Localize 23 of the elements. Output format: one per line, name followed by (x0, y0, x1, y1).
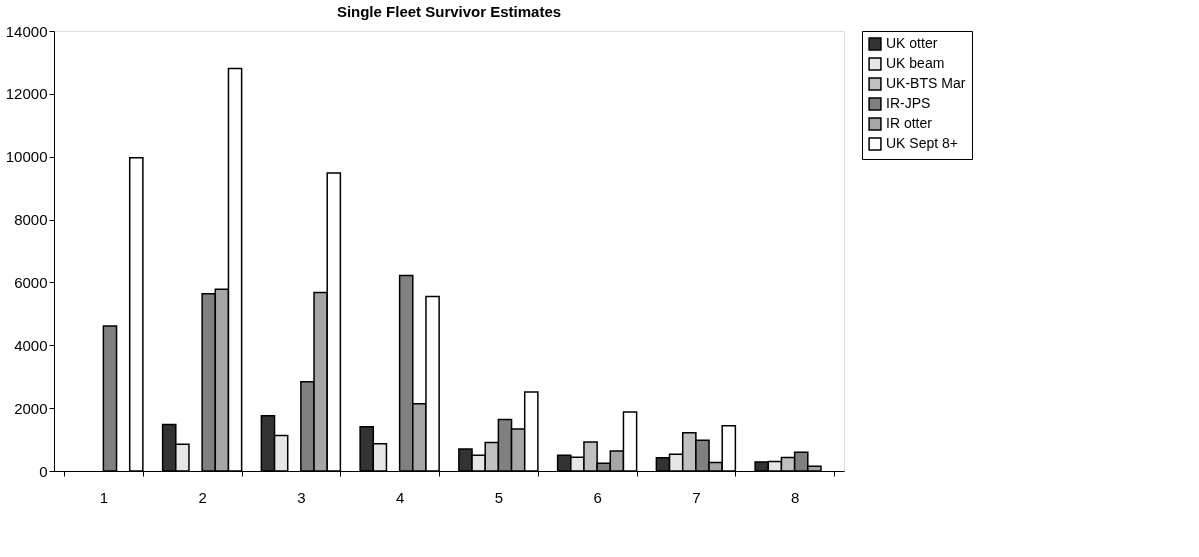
y-tick-label: 6000 (14, 273, 48, 291)
legend-label: IR otter (886, 115, 933, 131)
y-tick-label: 4000 (14, 336, 48, 354)
x-tick-label: 3 (297, 488, 306, 506)
x-tick-label: 4 (395, 488, 405, 506)
legend-label: UK Sept 8+ (886, 135, 958, 151)
legend-label: UK otter (886, 35, 938, 51)
y-tick-label: 14000 (5, 22, 48, 40)
x-tick-label: 5 (494, 488, 504, 506)
legend-label: UK beam (886, 55, 945, 71)
x-tick-label: 8 (790, 488, 800, 506)
y-tick-label: 8000 (14, 211, 48, 229)
chart-title: Single Fleet Survivor Estimates (336, 3, 562, 20)
x-tick-label: 1 (99, 488, 109, 506)
legend-label: IR-JPS (886, 95, 931, 111)
y-tick-label: 2000 (14, 399, 48, 417)
x-tick-label: 2 (198, 488, 207, 506)
legend-label: UK-BTS Mar (886, 75, 966, 91)
y-tick-label: 10000 (5, 148, 48, 166)
x-tick-label: 7 (692, 488, 701, 506)
y-tick-label: 0 (39, 462, 48, 480)
y-tick-label: 12000 (5, 85, 48, 103)
x-tick-label: 6 (593, 488, 602, 506)
